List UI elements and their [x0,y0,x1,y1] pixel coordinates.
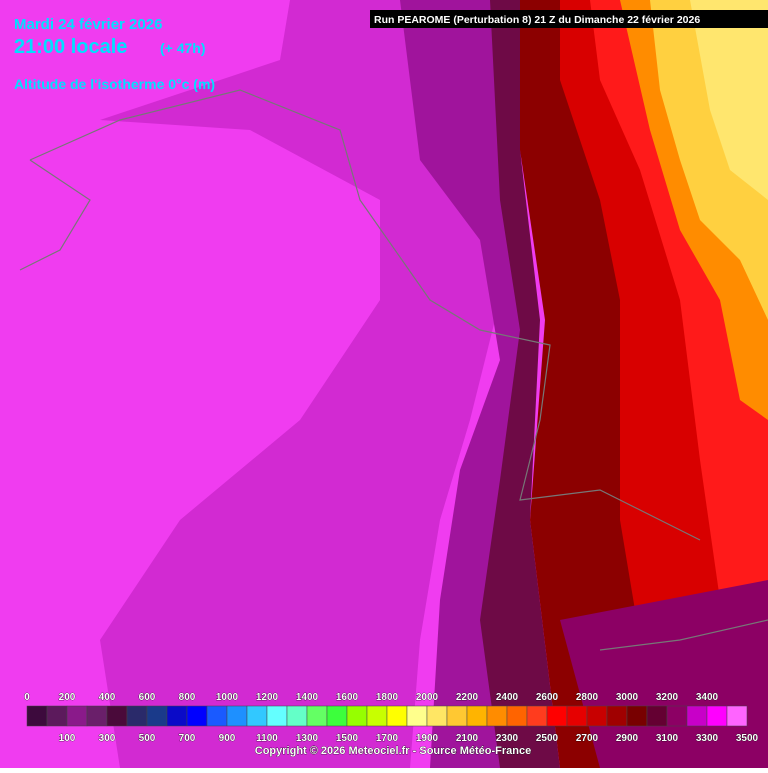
legend-label: 3500 [736,733,759,744]
legend-swatch [86,705,108,727]
legend-label: 800 [179,692,196,703]
legend-swatch [46,705,68,727]
legend-swatch [386,705,408,727]
legend-swatch [166,705,188,727]
legend-swatch [126,705,148,727]
legend-label: 3200 [656,692,679,703]
legend-label: 3300 [696,733,719,744]
legend-label: 2400 [496,692,519,703]
time: 21:00 locale [14,36,127,58]
legend-swatch [306,705,328,727]
run-box [370,10,768,28]
copyright: Copyright © 2026 Meteociel.fr - Source M… [255,745,531,757]
legend-label: 300 [99,733,116,744]
legend-label: 1100 [256,733,278,744]
legend-label: 600 [139,692,156,703]
legend-label: 1000 [216,692,239,703]
legend: 0 100 200 300 400 500 600 700 800 900 1000 1100 1200… [24,692,759,745]
legend-swatch [226,705,248,727]
legend-swatch [646,705,668,727]
zone-purple [100,0,510,768]
legend-label: 2800 [576,692,599,703]
legend-label: 500 [139,733,156,744]
legend-label: 2600 [536,692,559,703]
legend-swatch [266,705,288,727]
legend-label: 3100 [656,733,679,744]
legend-swatch [346,705,368,727]
legend-label: 1600 [336,692,359,703]
legend-swatch [506,705,528,727]
legend-swatch [186,705,208,727]
legend-label: 400 [99,692,116,703]
legend-label: 200 [59,692,76,703]
legend-label: 2900 [616,733,639,744]
lead: (+ 47h) [160,40,206,56]
legend-label: 1800 [376,692,399,703]
legend-swatch [706,705,728,727]
legend-swatch [466,705,488,727]
legend-swatch [566,705,588,727]
legend-label: 1200 [256,692,279,703]
legend-swatch [686,705,708,727]
legend-label: 3400 [696,692,719,703]
legend-label: 1400 [296,692,319,703]
run-info: Run PEAROME (Perturbation 8) 21 Z du Dim… [374,14,700,26]
parameter: Altitude de l'isotherme 0°c (m) [14,76,215,92]
legend-swatch [206,705,228,727]
legend-swatch [66,705,88,727]
legend-label: 3000 [616,692,639,703]
legend-swatch [526,705,548,727]
legend-swatch [666,705,688,727]
legend-swatch [246,705,268,727]
legend-swatch [286,705,308,727]
legend-label: 700 [179,733,196,744]
legend-label: 2700 [576,733,599,744]
legend-label: 2300 [496,733,519,744]
legend-swatch [406,705,428,727]
legend-label: 2500 [536,733,559,744]
legend-label: 2100 [456,733,479,744]
legend-swatch [146,705,168,727]
date: Mardi 24 février 2026 [14,16,162,33]
legend-label: 0 [24,692,30,703]
legend-swatch [326,705,348,727]
legend-swatch [26,705,48,727]
legend-swatch [586,705,608,727]
legend-label: 100 [59,733,76,744]
legend-swatch [486,705,508,727]
legend-label: 1900 [416,733,439,744]
legend-swatch [106,705,128,727]
legend-label: 900 [219,733,236,744]
legend-swatch [606,705,628,727]
legend-swatch [546,705,568,727]
legend-label: 2000 [416,692,439,703]
legend-swatch [626,705,648,727]
legend-label: 1300 [296,733,319,744]
legend-swatch [446,705,468,727]
legend-label: 1700 [376,733,399,744]
legend-swatch [726,705,748,727]
zone-yellow [690,0,768,200]
borders [19,89,768,651]
zone-maroon [480,0,560,768]
legend-label: 2200 [456,692,479,703]
legend-label: 1500 [336,733,359,744]
legend-swatch [426,705,448,727]
legend-swatch [366,705,388,727]
